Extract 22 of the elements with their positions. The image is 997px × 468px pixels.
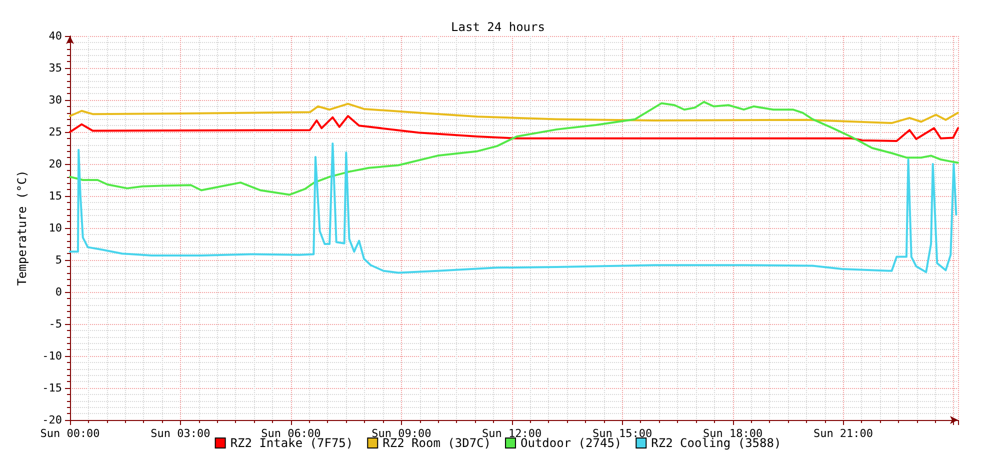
y-tick-label: 30 <box>48 94 62 106</box>
chart-title: Last 24 hours <box>451 20 545 34</box>
legend-label: RZ2 Room (3D7C) <box>382 436 492 450</box>
y-tick-label: -5 <box>48 318 62 330</box>
x-tick-label: Sun 00:00 <box>40 427 100 440</box>
y-tick-label: 5 <box>55 254 62 266</box>
y-tick-label: 20 <box>48 158 62 170</box>
y-tick-label: 35 <box>48 62 62 74</box>
y-tick-label: -10 <box>42 350 62 362</box>
x-tick-label: Sun 21:00 <box>813 427 874 440</box>
y-tick-label: 10 <box>48 222 62 234</box>
y-tick-label: 0 <box>55 286 62 298</box>
legend-label: Outdoor (2745) <box>520 436 622 450</box>
y-tick-label: 40 <box>48 30 62 42</box>
x-tick-label: Sun 03:00 <box>150 427 210 440</box>
legend-label: RZ2 Intake (7F75) <box>230 436 354 450</box>
y-tick-label: -15 <box>42 382 62 394</box>
y-tick-label: -20 <box>42 414 62 426</box>
y-tick-label: 15 <box>48 190 62 202</box>
y-tick-label: 25 <box>48 126 62 138</box>
y-axis-title: Temperature (°C) <box>15 170 29 286</box>
legend-label: RZ2 Cooling (3588) <box>651 436 782 450</box>
